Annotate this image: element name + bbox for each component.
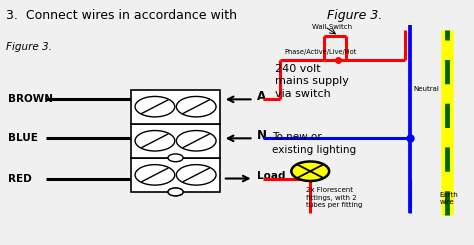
Text: N: N xyxy=(257,129,267,142)
Text: Figure 3.: Figure 3. xyxy=(6,42,52,52)
Text: BROWN: BROWN xyxy=(8,94,53,104)
Circle shape xyxy=(176,97,216,117)
Bar xyxy=(131,158,220,192)
Bar xyxy=(131,90,220,124)
Circle shape xyxy=(168,188,183,196)
Circle shape xyxy=(135,131,175,151)
Circle shape xyxy=(176,165,216,185)
Circle shape xyxy=(168,154,183,162)
Text: Figure 3.: Figure 3. xyxy=(327,9,382,22)
Text: Neutral: Neutral xyxy=(413,86,439,92)
Circle shape xyxy=(176,131,216,151)
Bar xyxy=(131,124,220,158)
Text: 240 volt
mains supply
via switch: 240 volt mains supply via switch xyxy=(275,64,349,99)
Text: BLUE: BLUE xyxy=(8,133,37,143)
Text: Phase/Active/Live/Hot: Phase/Active/Live/Hot xyxy=(284,49,356,55)
Circle shape xyxy=(168,188,183,196)
Circle shape xyxy=(292,161,329,181)
Text: Wall Switch: Wall Switch xyxy=(312,24,352,30)
Text: To new or
existing lighting: To new or existing lighting xyxy=(273,132,356,155)
Text: Earth
wire: Earth wire xyxy=(439,192,458,205)
Circle shape xyxy=(135,165,175,185)
Text: 3.  Connect wires in accordance with: 3. Connect wires in accordance with xyxy=(6,9,241,22)
Text: A: A xyxy=(257,90,266,103)
Text: RED: RED xyxy=(8,173,32,184)
Text: 2x Florescent
fittings, with 2
tubes per fitting: 2x Florescent fittings, with 2 tubes per… xyxy=(306,187,362,208)
Text: Load: Load xyxy=(257,171,286,181)
Circle shape xyxy=(135,97,175,117)
